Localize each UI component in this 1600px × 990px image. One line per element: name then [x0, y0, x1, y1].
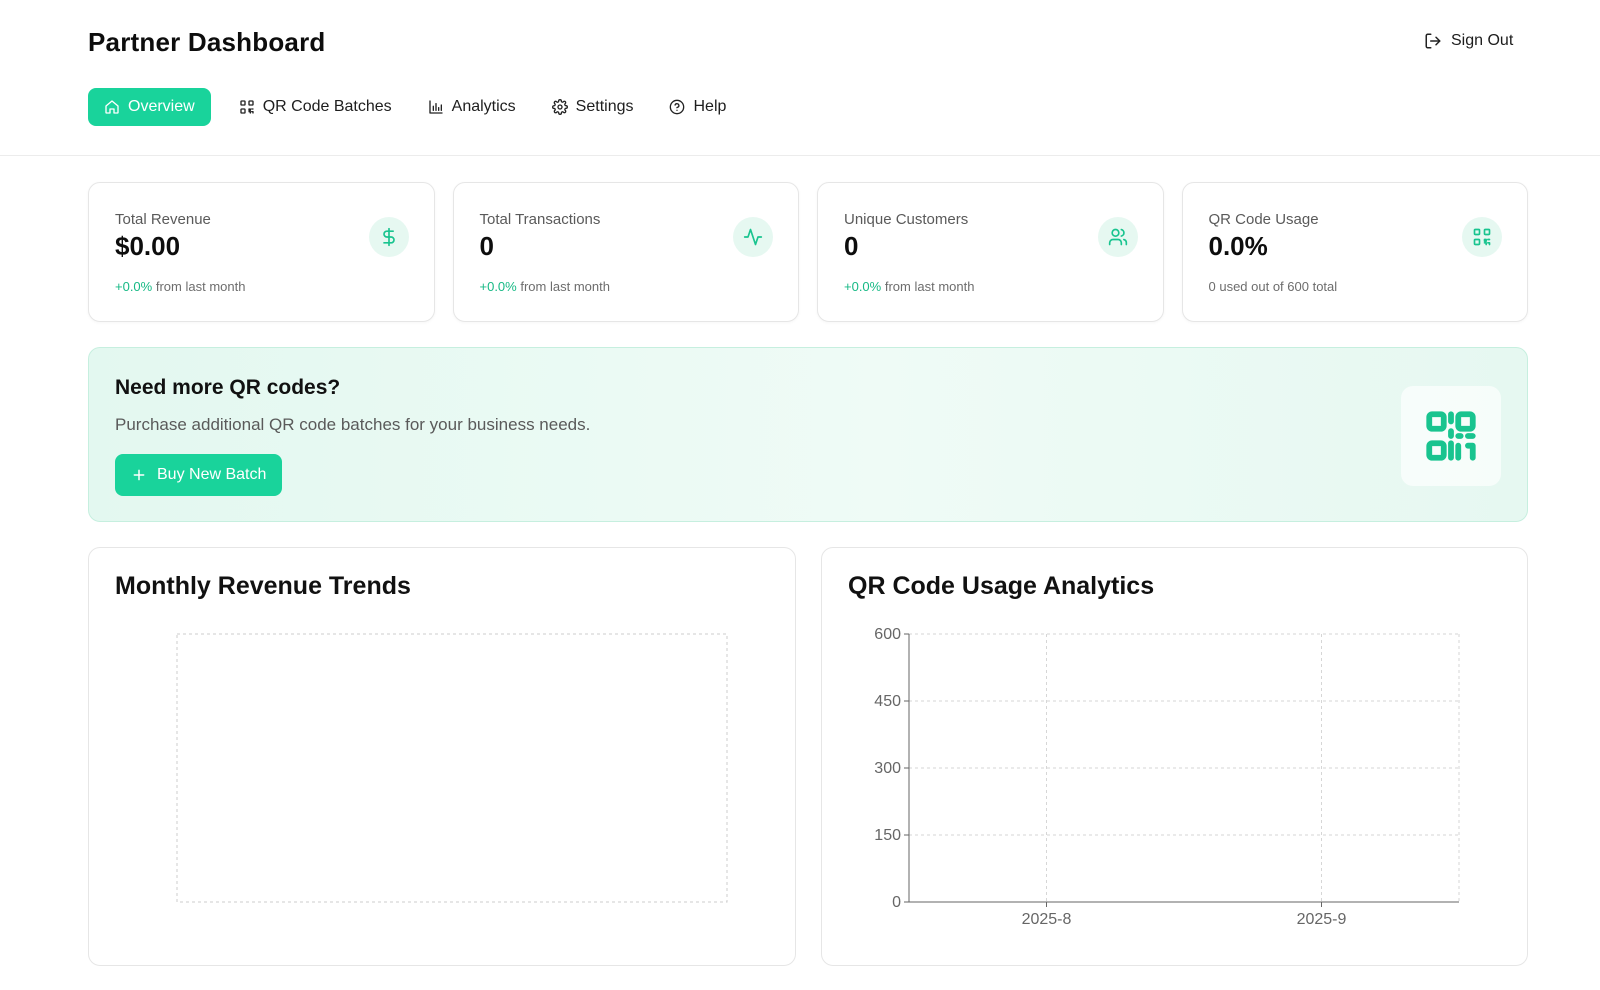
- stat-label: Unique Customers: [844, 211, 969, 228]
- sign-out-button[interactable]: Sign Out: [1424, 32, 1513, 50]
- dollar-icon: [368, 217, 409, 257]
- monthly-revenue-chart: [176, 633, 728, 903]
- stat-card-total-revenue: Total Revenue $0.00 +0.0% from last mont…: [88, 182, 435, 322]
- stat-value: 0.0%: [1208, 231, 1268, 261]
- promo-title: Need more QR codes?: [115, 376, 341, 399]
- main-nav: Overview QR Code Batches Analytics Setti…: [88, 88, 734, 126]
- tab-help[interactable]: Help: [661, 88, 734, 126]
- x-tick-label: 2025-8: [1022, 911, 1072, 928]
- x-tick-label: 2025-9: [1297, 911, 1347, 928]
- monthly-revenue-chart-card: Monthly Revenue Trends: [88, 547, 796, 966]
- y-tick-label: 450: [874, 693, 901, 710]
- stat-delta: +0.0%: [479, 279, 517, 294]
- users-icon: [1097, 217, 1138, 257]
- promo-qr-code-icon: [1401, 386, 1501, 486]
- y-tick-label: 150: [874, 827, 901, 844]
- tab-analytics[interactable]: Analytics: [420, 88, 524, 126]
- stat-label: Total Revenue: [115, 211, 211, 228]
- stat-card-qr-code-usage: QR Code Usage 0.0% 0 used out of 600 tot…: [1181, 182, 1528, 322]
- stat-delta: +0.0%: [844, 279, 882, 294]
- qr-code-icon: [1462, 217, 1502, 257]
- tab-settings-label: Settings: [575, 98, 634, 115]
- tab-qr-code-batches[interactable]: QR Code Batches: [231, 88, 400, 126]
- stat-subtext: +0.0% from last month: [115, 279, 245, 294]
- stat-sub-label: from last month: [884, 279, 975, 294]
- gear-icon: [551, 99, 568, 115]
- home-icon: [105, 100, 119, 114]
- header: Partner Dashboard Sign Out Overview QR C…: [0, 0, 1600, 156]
- tab-qr-code-batches-label: QR Code Batches: [262, 98, 392, 115]
- promo-description: Purchase additional QR code batches for …: [115, 415, 591, 434]
- tab-settings[interactable]: Settings: [544, 88, 642, 126]
- stat-sub-label: from last month: [520, 279, 610, 294]
- y-tick-label: 600: [874, 626, 901, 643]
- stats-row: Total Revenue $0.00 +0.0% from last mont…: [88, 182, 1528, 322]
- stat-subtext: +0.0% from last month: [844, 279, 974, 294]
- y-tick-label: 0: [892, 894, 901, 911]
- buy-new-batch-button[interactable]: Buy New Batch: [115, 454, 283, 496]
- qr-usage-chart: 0 150 300 450 600 2025-8 2025-9: [874, 626, 1460, 928]
- buy-new-batch-label: Buy New Batch: [157, 466, 267, 483]
- stat-label: Total Transactions: [479, 211, 601, 228]
- stat-sub-label: from last month: [155, 279, 246, 294]
- sign-out-label: Sign Out: [1451, 32, 1514, 49]
- chart-title: Monthly Revenue Trends: [115, 572, 411, 600]
- activity-icon: [733, 217, 773, 257]
- stat-sub-label: 0 used out of 600 total: [1208, 279, 1338, 294]
- revenue-plot-area: [176, 633, 728, 903]
- stat-subtext: +0.0% from last month: [480, 279, 610, 294]
- stat-label: QR Code Usage: [1208, 211, 1319, 228]
- page-title: Partner Dashboard: [88, 27, 326, 57]
- tab-overview[interactable]: Overview: [88, 88, 211, 126]
- bar-chart-icon: [428, 100, 443, 114]
- log-out-icon: [1425, 33, 1441, 49]
- qr-code-icon: [240, 100, 254, 114]
- chart-title: QR Code Usage Analytics: [848, 572, 1155, 600]
- tab-overview-label: Overview: [128, 98, 195, 115]
- stat-value: 0: [479, 231, 494, 261]
- stat-card-unique-customers: Unique Customers 0 +0.0% from last month: [817, 182, 1164, 322]
- promo-banner: Need more QR codes? Purchase additional …: [88, 347, 1528, 522]
- stat-card-total-transactions: Total Transactions 0 +0.0% from last mon…: [452, 182, 799, 322]
- help-circle-icon: [670, 99, 685, 115]
- plus-icon: [133, 469, 145, 481]
- stat-delta: +0.0%: [115, 279, 153, 294]
- tab-analytics-label: Analytics: [451, 98, 516, 115]
- stat-value: $0.00: [115, 231, 181, 261]
- y-tick-label: 300: [874, 760, 901, 777]
- stat-value: 0: [844, 231, 859, 261]
- stat-subtext: 0 used out of 600 total: [1209, 279, 1338, 294]
- qr-usage-chart-card: QR Code Usage Analytics 0 150 300 450 600 202…: [821, 547, 1528, 966]
- tab-help-label: Help: [693, 98, 727, 115]
